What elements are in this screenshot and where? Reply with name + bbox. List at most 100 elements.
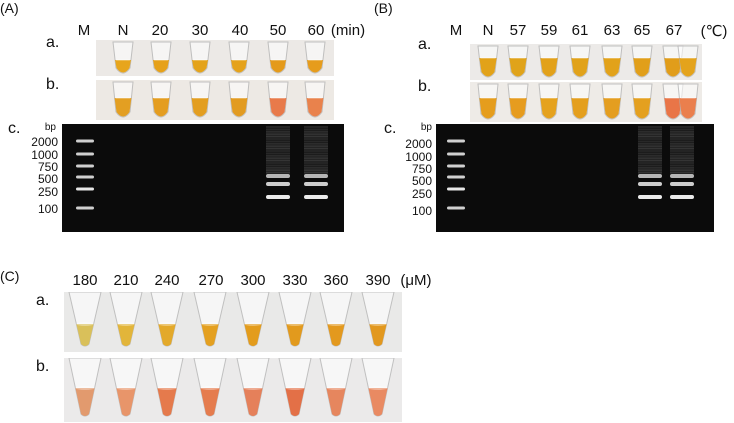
panel-b-lane-label-0: M [449,22,463,39]
panel-c-concentration-label-0: 180 [72,272,98,289]
panel-a-row-b-label: b. [46,76,60,93]
panel-b-gel-amplified-lane-6 [638,126,662,199]
panel-a-tube-a-2 [189,41,211,74]
panel-b-lane-label-6: 65 [633,22,651,39]
panel-a-unit: (min) [330,22,366,39]
panel-b-lane-label-1: N [482,22,494,39]
panel-b-ladder-label-1: 1000 [405,150,432,164]
panel-c-color-photo-a [64,292,402,352]
panel-b-label: (B) [374,0,393,16]
panel-b-gel-amplified-lane-7 [670,126,694,199]
panel-b-row-b-label: b. [418,78,432,95]
panel-b-gel-ladder-band-4 [447,187,465,191]
panel-c-row-b-label: b. [36,358,50,375]
panel-b-tube-a-0 [477,45,499,78]
panel-a-tube-a-5 [304,41,326,74]
panel-a-gel-amplified-lane-5 [266,126,290,199]
panel-c-tube-b-3 [193,358,227,417]
panel-a-ladder-label-2: 750 [37,160,58,174]
panel-b-lane-label-7: 67 [665,22,683,39]
panel-b-tube-b-0 [477,83,499,120]
panel-b-tube-a-7 [677,45,699,78]
panel-c-concentration-label-2: 240 [154,272,180,289]
panel-c-concentration-label-1: 210 [113,272,139,289]
panel-b-tube-a-2 [538,45,560,78]
panel-a-lane-label-6: 60 [307,22,325,39]
panel-c-concentration-label-4: 300 [240,272,266,289]
panel-b-tube-a-3 [569,45,591,78]
panel-a-tube-b-0 [112,81,134,118]
panel-b-tube-b-7 [677,83,699,120]
panel-a-tube-b-1 [150,81,172,118]
panel-b-tube-b-3 [569,83,591,120]
panel-c-concentration-label-7: 390 [365,272,391,289]
panel-c-concentration-label-6: 360 [323,272,349,289]
panel-a-gel-image [62,124,344,232]
panel-a-gel-ladder-band-1 [76,152,94,156]
panel-b-lane-label-4: 61 [571,22,589,39]
panel-b-ladder-label-4: 250 [411,187,432,201]
panel-b-tube-a-4 [601,45,623,78]
panel-b-gel-ladder-band-5 [447,206,465,210]
panel-a-label: (A) [0,0,19,16]
panel-c-tube-b-4 [236,358,270,417]
panel-b-color-photo-a [470,44,702,80]
panel-b-row-a-label: a. [418,36,432,53]
panel-c-tube-b-0 [68,358,102,417]
panel-a-gel-ladder-band-0 [76,139,94,143]
panel-c-tube-a-2 [150,292,184,347]
panel-b-ladder-label-3: 500 [411,174,432,188]
panel-a-row-a-label: a. [46,34,60,51]
panel-a-bp-unit: bp [44,122,56,133]
panel-a-color-photo-b [96,80,334,120]
panel-a-lane-label-2: 20 [151,22,169,39]
panel-c-color-photo-b [64,358,402,422]
panel-b-row-c-label: c. [384,120,397,137]
panel-a-lane-label-3: 30 [191,22,209,39]
panel-a-ladder-label-5: 100 [37,202,58,216]
panel-b-ladder-label-0: 2000 [405,137,432,151]
panel-b-gel-image [436,124,714,232]
panel-c-tube-b-5 [278,358,312,417]
panel-a-ladder-label-4: 250 [37,185,58,199]
panel-b-tube-b-5 [631,83,653,120]
panel-a-gel-ladder-band-5 [76,206,94,210]
panel-b-tube-a-1 [507,45,529,78]
panel-a-color-photo-a [96,40,334,76]
panel-c-tube-a-0 [68,292,102,347]
panel-b-unit: (℃) [700,23,728,40]
panel-a-tube-b-4 [267,81,289,118]
panel-a-ladder-label-0: 2000 [31,135,58,149]
panel-c-tube-a-5 [278,292,312,347]
panel-a-lane-label-0: M [77,22,91,39]
panel-c-tube-b-1 [109,358,143,417]
panel-b-tube-a-6 [662,45,684,78]
panel-b-color-photo-b [470,82,702,122]
panel-a-ladder-label-3: 500 [37,172,58,186]
panel-a-tube-b-5 [304,81,326,118]
panel-a-tube-a-1 [150,41,172,74]
panel-b-gel-ladder-band-0 [447,139,465,143]
panel-b-ladder-label-5: 100 [411,204,432,218]
panel-c-concentration-label-5: 330 [282,272,308,289]
panel-c-unit: (μM) [400,272,432,289]
panel-b-ladder-label-2: 750 [411,162,432,176]
panel-c-tube-a-1 [109,292,143,347]
panel-a-tube-b-3 [228,81,250,118]
panel-b-tube-b-2 [538,83,560,120]
panel-c-label: (C) [0,268,20,284]
panel-c-row-a-label: a. [36,292,50,309]
panel-a-tube-a-3 [228,41,250,74]
panel-b-tube-b-4 [601,83,623,120]
panel-c-tube-a-4 [236,292,270,347]
panel-b-lane-label-2: 57 [509,22,527,39]
panel-a-row-c-label: c. [8,120,21,137]
panel-b-gel-ladder-band-1 [447,152,465,156]
panel-a-lane-label-5: 50 [269,22,287,39]
panel-a-tube-a-0 [112,41,134,74]
panel-c-tube-a-7 [361,292,395,347]
panel-a-tube-a-4 [267,41,289,74]
panel-b-tube-a-5 [631,45,653,78]
panel-c-tube-b-7 [361,358,395,417]
panel-c-tube-b-6 [319,358,353,417]
